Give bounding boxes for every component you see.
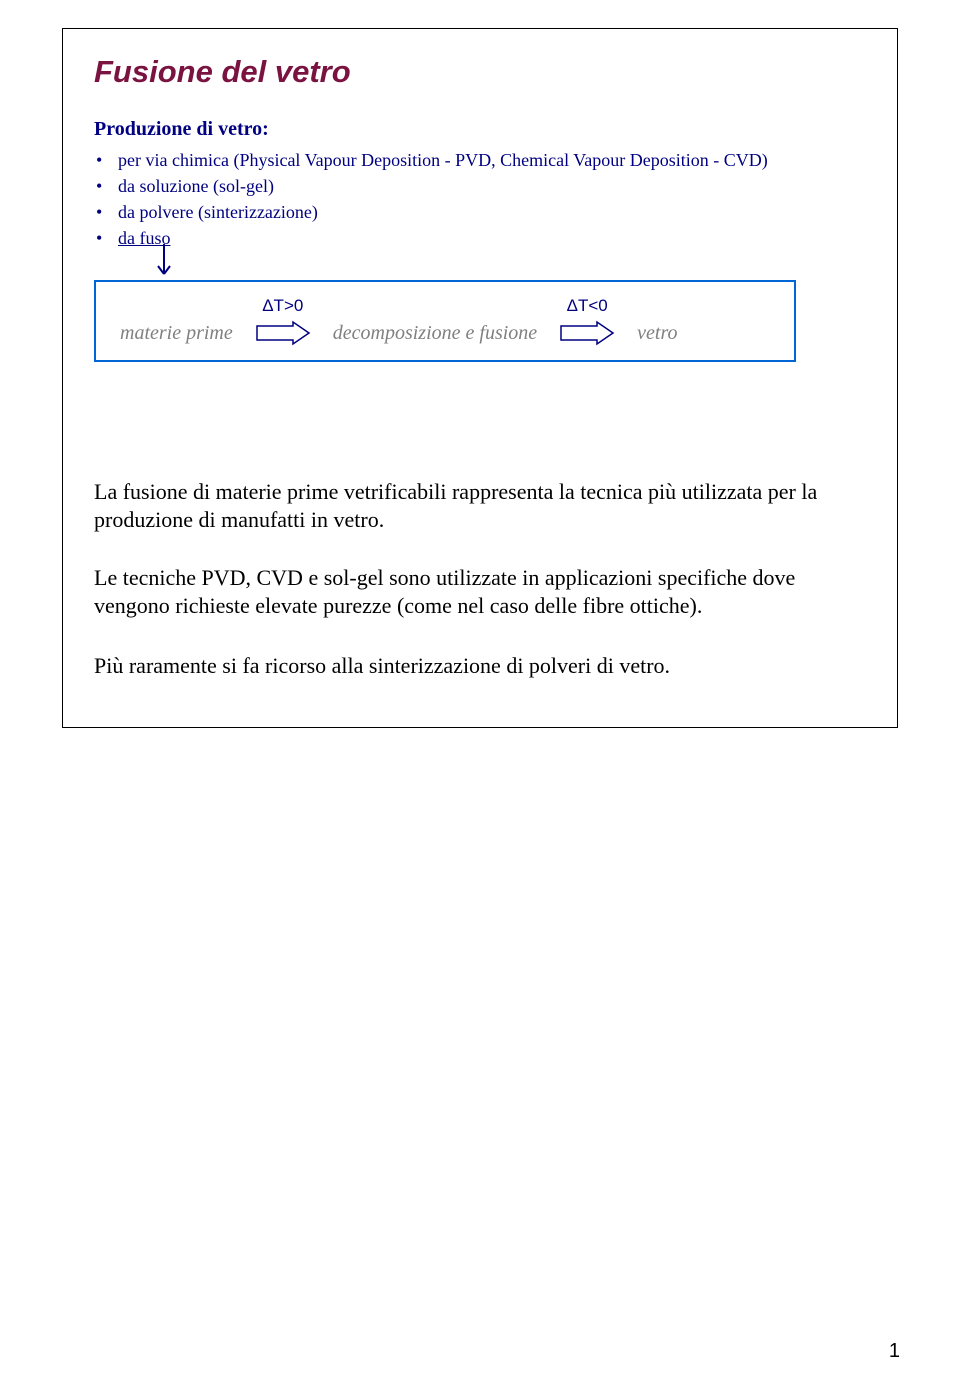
page-number: 1 (889, 1340, 900, 1363)
paragraph-1: La fusione di materie prime vetrificabil… (94, 478, 854, 534)
flow-arrow-icon (255, 320, 311, 346)
paragraph-2: Le tecniche PVD, CVD e sol-gel sono util… (94, 564, 854, 620)
stage-decomposizione: x decomposizione e fusione (333, 298, 537, 345)
bullet-list: per via chimica (Physical Vapour Deposit… (94, 147, 874, 251)
process-box: x materie prime ΔT>0 x decomposizione e … (94, 280, 796, 362)
dt2-label: ΔT<0 (567, 296, 608, 316)
page-title: Fusione del vetro (94, 54, 874, 90)
paragraph-3: Più raramente si fa ricorso alla sinteri… (94, 652, 854, 680)
stage-label: vetro (637, 322, 677, 345)
flow-arrow-icon (559, 320, 615, 346)
production-subtitle: Produzione di vetro: (94, 118, 874, 141)
stage-label: materie prime (120, 322, 233, 345)
bullet-item: da polvere (sinterizzazione) (118, 199, 874, 225)
dt1-col: ΔT>0 (239, 296, 327, 346)
bullet-item: da fuso (118, 225, 874, 251)
stage-materie-prime: x materie prime (120, 298, 233, 345)
bullet-item: per via chimica (Physical Vapour Deposit… (118, 147, 874, 173)
dt2-col: ΔT<0 (543, 296, 631, 346)
stage-label: decomposizione e fusione (333, 322, 537, 345)
dt1-label: ΔT>0 (262, 296, 303, 316)
bullet-item: da soluzione (sol-gel) (118, 173, 874, 199)
down-arrow-icon (156, 244, 180, 284)
content-area: Fusione del vetro Produzione di vetro: p… (94, 54, 874, 251)
stage-vetro: x vetro (637, 298, 677, 345)
